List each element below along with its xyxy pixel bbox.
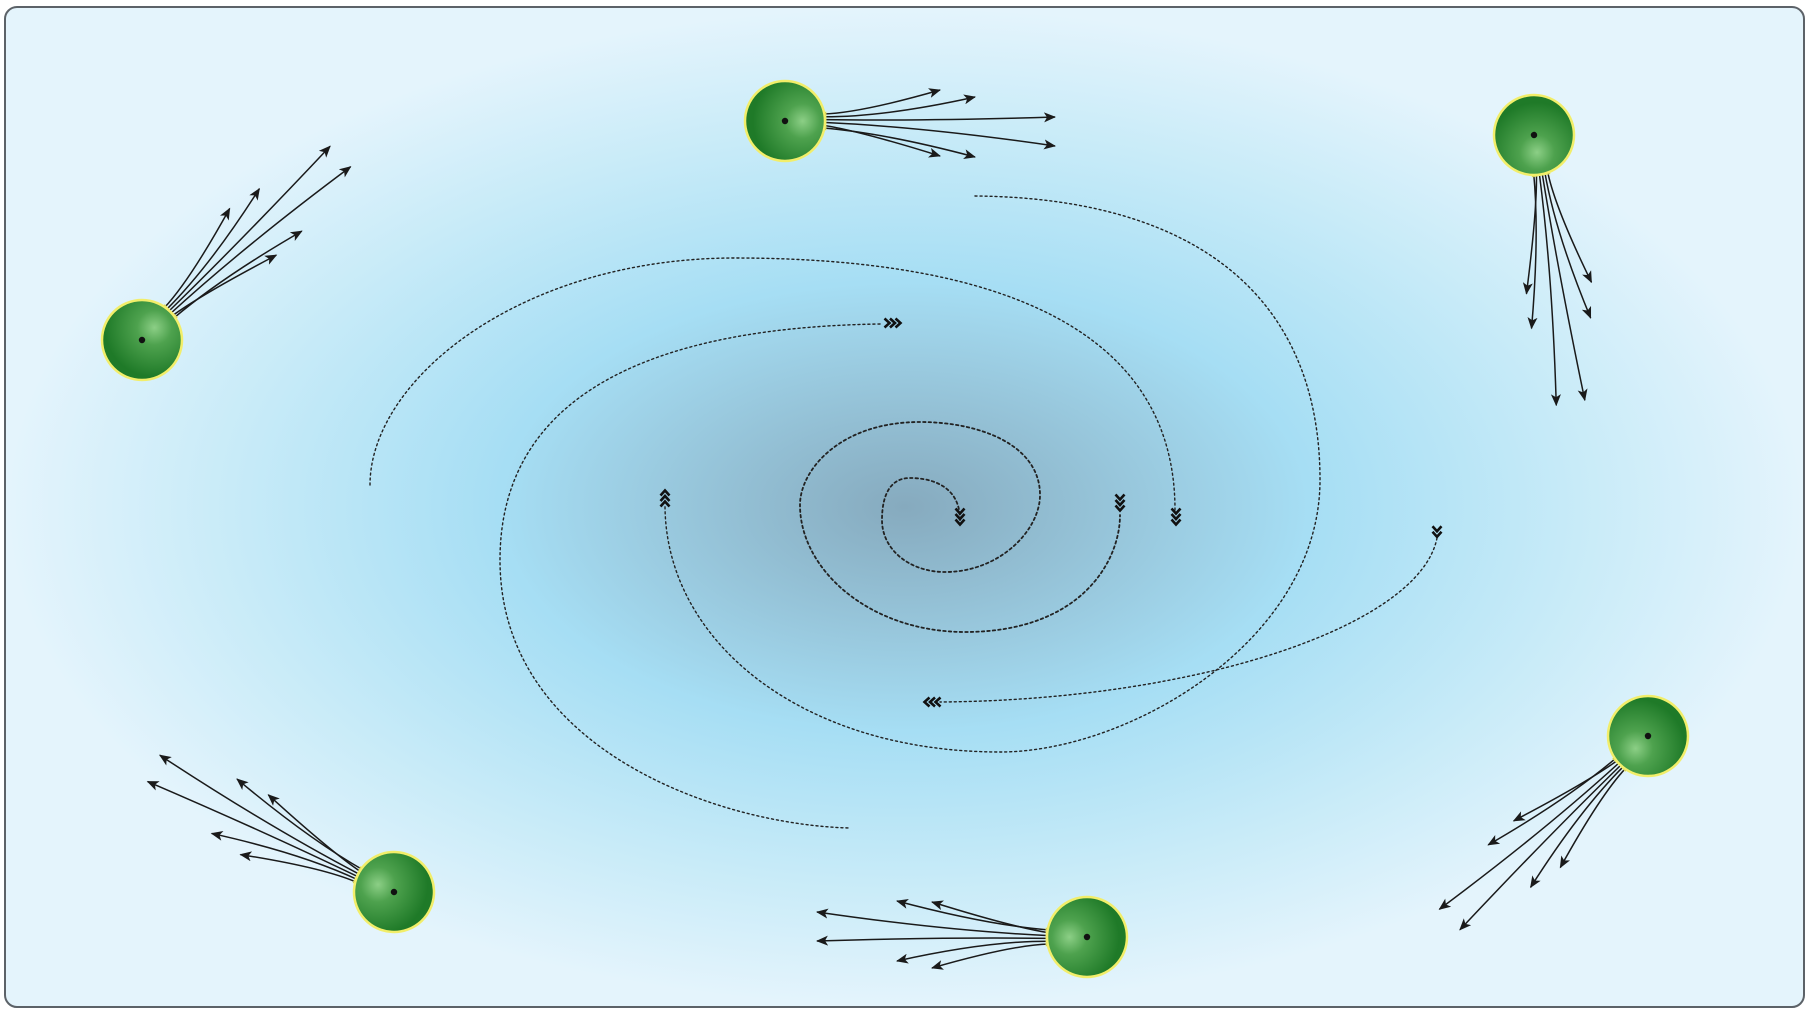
flagellum-arrow: [146, 780, 360, 878]
flagellum-arrow: [1459, 763, 1623, 931]
chevron-marker-top: [883, 317, 903, 329]
flagellum-arrow: [1438, 761, 1621, 910]
flagellum-arrow: [239, 851, 357, 883]
flagellum-arrow: [816, 908, 1050, 937]
flagellum-arrow: [1546, 171, 1593, 284]
chevron-marker-inner-right: [1114, 493, 1126, 513]
cell-bottom: [816, 895, 1129, 979]
flagellum-arrow: [171, 254, 278, 317]
cell-top: [743, 79, 1056, 163]
flagellum-arrow: [822, 112, 1056, 123]
chevron-marker-bottom: [922, 696, 942, 708]
flagellum-arrow: [167, 145, 331, 313]
cell-lower-left: [146, 754, 436, 934]
flagellum-arrow: [1529, 765, 1625, 889]
cell-nucleus: [1644, 732, 1652, 740]
flagellum-arrow: [896, 940, 1050, 964]
flagella-bundle: [1438, 757, 1627, 931]
chevron-marker-left: [659, 488, 671, 508]
flagellum-arrow: [210, 830, 359, 881]
flagellum-arrow: [169, 166, 352, 315]
flagellum-arrow: [822, 88, 941, 115]
flagellum-arrow: [1559, 767, 1627, 869]
flagella-bundle: [816, 899, 1050, 970]
cell-top-right: [1492, 93, 1593, 407]
cells: [100, 79, 1690, 979]
cell-nucleus: [390, 888, 398, 896]
flagellum-arrow: [931, 900, 1050, 934]
flagellum-arrow: [236, 778, 363, 871]
flagellum-arrow: [1543, 171, 1592, 319]
spiral-path-outer-b: [939, 537, 1438, 703]
chevron-marker-right: [1170, 507, 1182, 527]
background-panel: [4, 6, 1805, 1008]
spiral-path-inner: [799, 421, 1121, 633]
cell-lower-right: [1438, 694, 1690, 931]
flagellum-arrow: [159, 754, 361, 876]
spiral-path-middle-b: [499, 323, 881, 829]
flagella-bundle: [822, 88, 1056, 159]
flagellum-arrow: [1541, 172, 1588, 402]
flagellum-arrow: [896, 899, 1050, 931]
spiral-pathways: [369, 195, 1443, 829]
flagellum-arrow: [1527, 173, 1538, 330]
chevron-marker-center: [954, 507, 966, 527]
flagellum-arrow: [1512, 759, 1619, 822]
cell-upper-left: [100, 145, 352, 382]
flagellum-arrow: [822, 94, 976, 118]
flagella-bundle: [163, 145, 352, 319]
cell-nucleus: [1083, 933, 1091, 941]
flagellum-arrow: [1487, 757, 1617, 846]
cell-nucleus: [1530, 131, 1538, 139]
flagellum-arrow: [165, 187, 261, 311]
flagellum-arrow: [173, 230, 303, 319]
flagellum-arrow: [822, 121, 1056, 150]
cell-nucleus: [781, 117, 789, 125]
flagellum-arrow: [267, 794, 362, 873]
flagellum-arrow: [1538, 172, 1561, 407]
flagellum-arrow: [1522, 173, 1538, 295]
chevron-marker-far-right: [1431, 525, 1443, 539]
flagellum-arrow: [163, 207, 231, 309]
flagellum-arrow: [822, 127, 976, 159]
flagellum-arrow: [816, 935, 1050, 946]
cell-nucleus: [138, 336, 146, 344]
flagellum-arrow: [822, 124, 941, 158]
flagella-bundle: [146, 754, 363, 883]
flagellum-arrow: [931, 943, 1050, 970]
spiral-path-middle-a: [369, 257, 1176, 511]
flagella-bundle: [1522, 171, 1593, 407]
